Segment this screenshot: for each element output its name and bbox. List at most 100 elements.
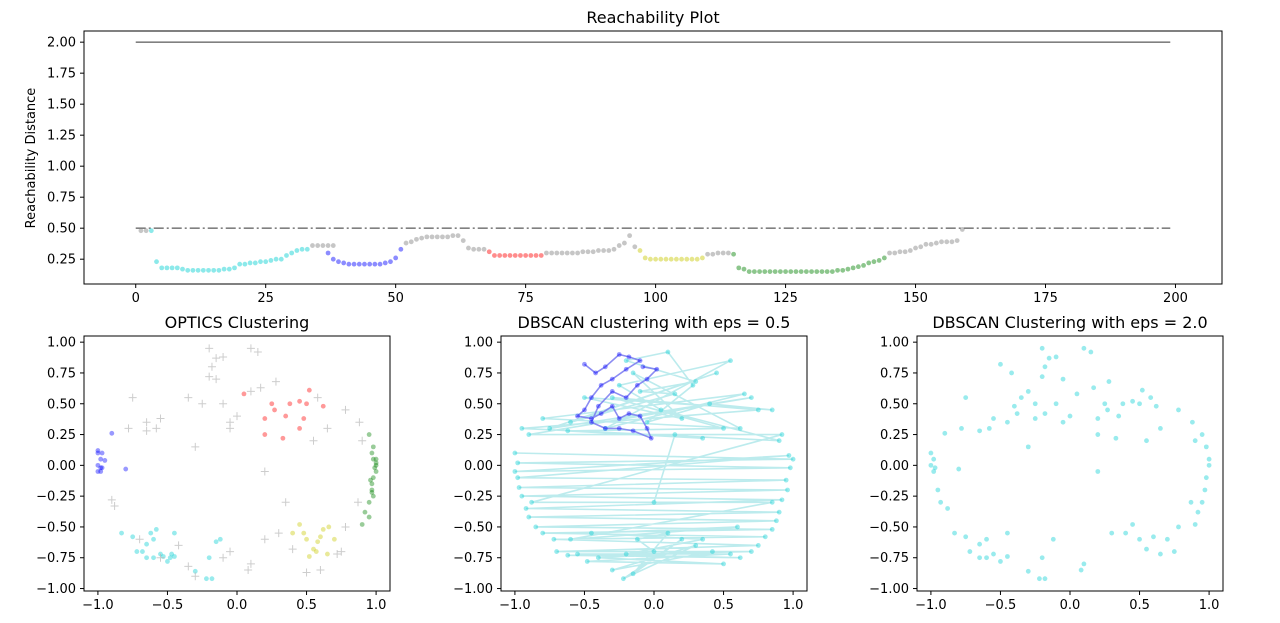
optics-marks [95,344,379,582]
optics-point [297,425,302,431]
optics-ytick-label: 0.25 [47,428,76,443]
dbscan05-ytick-label: 1.00 [464,336,493,351]
dbscan20-point [1039,374,1045,380]
dbscan20-point [963,395,969,400]
optics-point [306,387,312,393]
reachability-point [533,253,539,258]
reachability-point [918,244,924,250]
dbscan05-point [728,358,733,364]
dbscan20-xtick-label: −1.0 [915,598,947,613]
optics-noise-point [207,362,216,371]
optics-point [301,530,307,536]
dbscan05-point [634,536,640,542]
dbscan20-axes-frame [916,335,1224,592]
dbscan05-ytick-label: 0.75 [464,366,493,381]
dbscan20-point [991,551,996,557]
optics-point [98,469,104,474]
reachability-point [169,265,175,271]
optics-point [287,401,293,407]
dbscan05-point [598,411,604,417]
reachability-point [434,234,440,240]
reachability-point [824,269,830,274]
optics-point [315,539,321,545]
dbscan20-point [977,555,982,561]
dbscan20-point [1109,530,1115,536]
dbscan20-point [1158,425,1163,431]
dbscan20-point [1137,536,1142,542]
reachability-point [382,260,388,266]
dbscan05-point [651,549,657,554]
dbscan05-point [540,416,546,421]
reachability-point [388,259,393,265]
reachability-point [216,267,222,273]
dbscan20-point [1042,411,1048,417]
optics-point [151,536,156,542]
dbscan05-point [693,379,699,384]
dbscan05-point [728,551,733,557]
optics-point [102,458,108,463]
optics-point [311,546,316,552]
dbscan05-point [785,487,790,493]
reachability-point [226,266,232,272]
reach-xtick-label: 200 [1163,291,1188,306]
reachability-point [777,269,783,274]
optics-point [366,499,372,505]
optics-noise-point [152,424,161,433]
reachability-point [689,256,695,262]
optics-noise-point [191,572,200,581]
dbscan05-point [710,549,715,554]
dbscan05-point [589,419,594,425]
dbscan20-ytick-label: 1.00 [880,336,909,351]
dbscan20-point [1039,345,1045,351]
dbscan05-point [700,536,706,542]
dbscan20-point [1144,546,1149,552]
dbscan05-point [515,475,521,481]
optics-xtick-label: 1.0 [366,598,387,613]
reachability-point [653,256,658,262]
reachability-point [185,267,191,273]
optics-noise-point [313,393,322,402]
reach-xtick-label: 100 [643,291,668,306]
dbscan05-point [621,576,626,582]
optics-point [148,530,154,536]
optics-point [373,469,379,474]
optics-ytick-label: 0.50 [47,397,76,412]
reachability-point [351,261,357,267]
optics-noise-point [198,399,207,408]
dbscan05-point [582,407,587,413]
dbscan05-point [515,460,521,466]
optics-point [172,530,177,536]
optics-noise-point [226,424,235,433]
reachability-ylabel: Reachability Distance [24,88,39,229]
optics-ytick-label: −1.00 [36,582,76,597]
reachability-point [408,239,414,245]
reachability-point [845,266,851,272]
dbscan20-point [952,530,957,536]
reachability-point [840,267,846,273]
reachability-point [622,240,627,246]
reachability-title: Reachability Plot [586,8,719,27]
reachability-point [741,266,747,272]
optics-point [301,416,307,421]
dbscan20-point [1192,522,1198,527]
optics-noise-point [233,412,241,421]
dbscan20-point [1199,499,1205,505]
optics-point [95,448,101,453]
reachability-point [143,228,149,234]
reachability-point [138,228,144,234]
dbscan20-point [998,559,1003,564]
optics-point [369,487,375,493]
dbscan05-point [582,395,587,400]
dbscan05-point [582,361,587,367]
optics-point [370,444,376,450]
reachability-point [252,260,258,266]
optics-point [192,568,198,574]
dbscan05-point [714,370,719,376]
dbscan05-point [779,432,785,437]
reachability-point [424,234,430,240]
reachability-point [299,246,305,252]
reachability-point [278,256,284,262]
dbscan05-point [665,349,671,355]
optics-point [151,555,156,561]
reachability-point [596,248,601,253]
